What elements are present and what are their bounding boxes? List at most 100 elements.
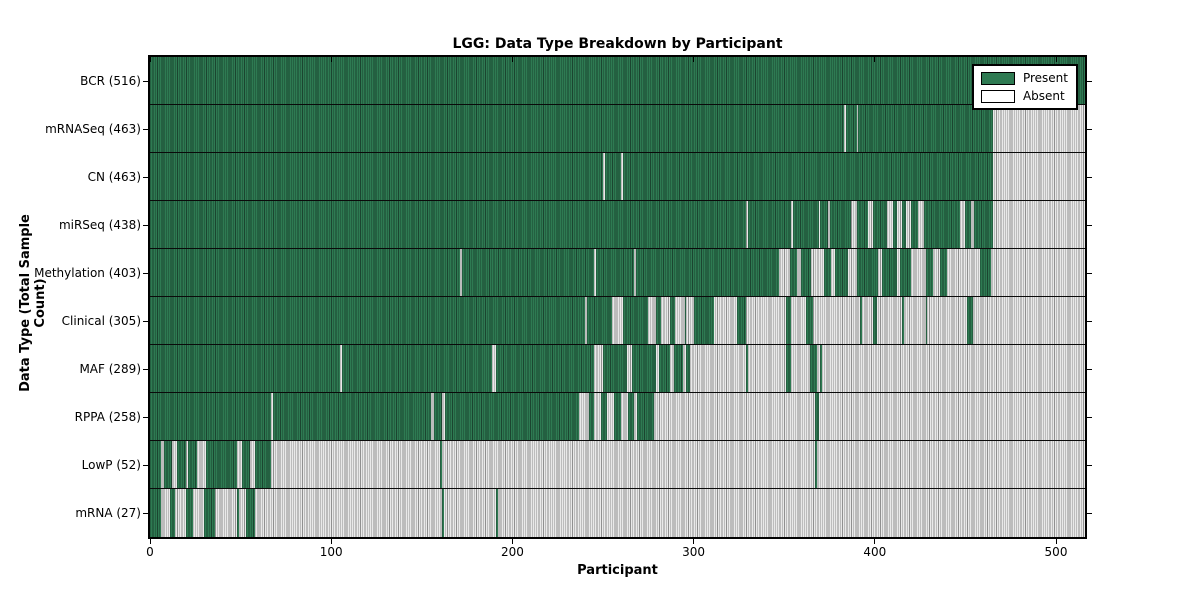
- y-tick-mark: [143, 224, 148, 226]
- matrix-row-mrna: [150, 489, 1085, 537]
- present-segment: [604, 153, 622, 200]
- y-tick-mark: [143, 368, 148, 370]
- present-segment: [786, 345, 792, 392]
- matrix-row-cn: [150, 153, 1085, 201]
- y-tick-mark: [143, 464, 148, 466]
- x-tick-mark-top: [693, 57, 695, 62]
- y-tick-label-rppa: RPPA (258): [74, 410, 141, 424]
- present-segment: [786, 297, 792, 344]
- y-tick-mark: [143, 272, 148, 274]
- present-segment: [901, 201, 906, 248]
- present-segment: [206, 441, 237, 488]
- present-segment: [588, 393, 594, 440]
- present-segment: [882, 249, 897, 296]
- present-segment: [622, 297, 649, 344]
- present-segment: [820, 201, 828, 248]
- x-tick-label-300: 300: [682, 545, 706, 559]
- present-segment: [824, 249, 832, 296]
- y-tick-label-maf: MAF (289): [79, 362, 141, 376]
- y-tick-mark: [1087, 176, 1092, 178]
- present-segment: [800, 249, 812, 296]
- present-segment: [150, 345, 341, 392]
- present-segment: [637, 393, 654, 440]
- present-segment: [622, 153, 993, 200]
- present-segment: [150, 393, 272, 440]
- x-tick-label-400: 400: [863, 545, 887, 559]
- present-segment: [892, 201, 897, 248]
- present-segment: [150, 153, 603, 200]
- y-tick-label-clinical: Clinical (305): [61, 314, 141, 328]
- x-tick-mark-bottom: [149, 539, 151, 544]
- present-segment: [911, 201, 919, 248]
- present-segment: [834, 249, 848, 296]
- y-tick-mark: [143, 512, 148, 514]
- x-tick-mark-bottom: [511, 539, 513, 544]
- y-tick-mark: [143, 176, 148, 178]
- x-tick-label-0: 0: [146, 545, 154, 559]
- present-segment: [496, 489, 498, 537]
- plot-area: Present Absent: [148, 55, 1087, 539]
- matrix-row-mrnaseq: [150, 105, 1085, 153]
- present-segment: [684, 297, 687, 344]
- present-segment: [628, 393, 634, 440]
- y-tick-mark: [1087, 320, 1092, 322]
- present-segment: [737, 297, 747, 344]
- y-tick-label-bcr: BCR (516): [80, 74, 141, 88]
- present-segment: [631, 345, 656, 392]
- present-segment: [236, 489, 239, 537]
- present-segment: [246, 489, 256, 537]
- present-segment: [670, 297, 676, 344]
- present-segment: [441, 489, 444, 537]
- presence-matrix: [150, 57, 1085, 537]
- x-tick-mark-top: [1055, 57, 1057, 62]
- present-segment: [845, 105, 857, 152]
- x-tick-label-500: 500: [1044, 545, 1068, 559]
- y-tick-label-mirseq: miRSeq (438): [58, 218, 141, 232]
- present-segment: [150, 105, 844, 152]
- present-segment: [815, 393, 819, 440]
- y-tick-mark: [143, 416, 148, 418]
- present-segment: [872, 201, 888, 248]
- present-segment: [342, 345, 493, 392]
- x-tick-mark-top: [149, 57, 151, 62]
- x-tick-mark-top: [330, 57, 332, 62]
- present-segment: [940, 249, 948, 296]
- present-segment: [434, 393, 442, 440]
- y-tick-label-methylation: Methylation (403): [34, 266, 141, 280]
- present-segment: [150, 201, 747, 248]
- matrix-row-bcr: [150, 57, 1085, 105]
- y-tick-mark: [143, 80, 148, 82]
- matrix-row-rppa: [150, 393, 1085, 441]
- present-segment: [188, 441, 198, 488]
- present-segment: [974, 201, 993, 248]
- present-segment: [496, 345, 594, 392]
- present-segment: [255, 441, 272, 488]
- present-segment: [445, 393, 580, 440]
- present-segment: [686, 345, 690, 392]
- matrix-row-lowp: [150, 441, 1085, 489]
- legend-present-label: Present: [1022, 71, 1068, 85]
- present-segment: [809, 345, 817, 392]
- present-segment: [815, 441, 817, 488]
- present-segment: [150, 489, 161, 537]
- y-tick-mark: [1087, 272, 1092, 274]
- legend-present-swatch: [980, 71, 1015, 85]
- present-segment: [872, 297, 877, 344]
- present-segment: [186, 489, 194, 537]
- present-segment: [967, 297, 973, 344]
- present-segment: [925, 249, 933, 296]
- present-segment: [595, 249, 634, 296]
- present-segment: [673, 345, 683, 392]
- y-tick-mark: [143, 128, 148, 130]
- chart-title: LGG: Data Type Breakdown by Participant: [452, 36, 783, 52]
- present-segment: [923, 201, 960, 248]
- matrix-row-methylation: [150, 249, 1085, 297]
- present-segment: [746, 345, 748, 392]
- x-tick-mark-top: [511, 57, 513, 62]
- present-segment: [655, 297, 661, 344]
- y-tick-mark: [143, 320, 148, 322]
- present-segment: [439, 441, 442, 488]
- legend-entry-absent: Absent: [980, 89, 1068, 103]
- present-segment: [829, 201, 852, 248]
